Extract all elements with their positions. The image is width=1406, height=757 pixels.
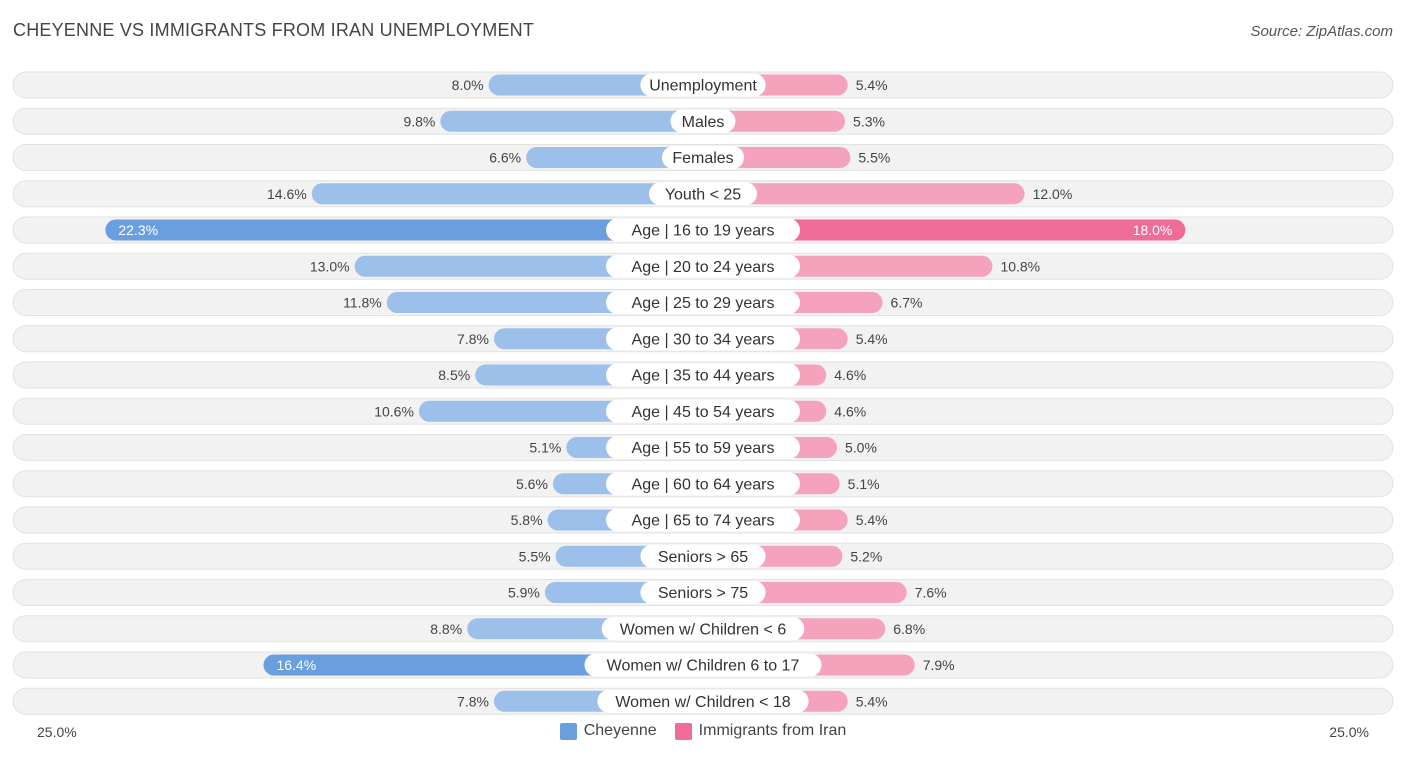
axis-right-label: 25.0% — [1329, 724, 1369, 740]
category-label: Women w/ Children < 6 — [620, 621, 787, 638]
value-label-iran: 5.2% — [850, 548, 882, 564]
value-label-cheyenne: 5.9% — [508, 585, 540, 601]
category-label-pill — [601, 617, 805, 641]
category-label-pill — [606, 508, 800, 532]
category-label-pill — [640, 544, 766, 568]
value-label-iran: 4.6% — [834, 367, 866, 383]
category-label: Seniors > 65 — [658, 549, 748, 566]
category-label: Age | 60 to 64 years — [632, 476, 775, 493]
value-label-iran: 7.6% — [915, 585, 947, 601]
value-label-cheyenne: 10.6% — [374, 403, 414, 419]
value-label-cheyenne: 9.8% — [403, 113, 435, 129]
bar-cheyenne — [311, 183, 703, 205]
value-label-cheyenne: 14.6% — [267, 186, 307, 202]
value-label-iran: 12.0% — [1033, 186, 1073, 202]
category-label-pill — [670, 109, 736, 133]
value-label-iran: 18.0% — [1133, 222, 1173, 238]
value-label-cheyenne: 16.4% — [276, 657, 316, 673]
value-label-cheyenne: 5.8% — [511, 512, 543, 528]
category-label-pill — [584, 653, 822, 677]
category-label: Age | 25 to 29 years — [632, 295, 775, 312]
category-label: Age | 20 to 24 years — [632, 259, 775, 276]
category-label-pill — [606, 399, 800, 423]
category-label: Youth < 25 — [665, 186, 741, 203]
category-label: Seniors > 75 — [658, 585, 748, 602]
value-label-iran: 5.4% — [856, 77, 888, 93]
value-label-iran: 5.4% — [856, 331, 888, 347]
value-label-iran: 5.4% — [856, 512, 888, 528]
bar-cheyenne — [440, 110, 703, 132]
value-label-cheyenne: 7.8% — [457, 693, 489, 709]
category-label-pill — [606, 363, 800, 387]
bar-iran — [703, 110, 846, 132]
value-label-cheyenne: 8.8% — [430, 621, 462, 637]
axis-left-label: 25.0% — [37, 724, 77, 740]
category-label-pill — [606, 218, 800, 242]
legend-label-iran: Immigrants from Iran — [698, 722, 847, 739]
category-label: Age | 55 to 59 years — [632, 440, 775, 457]
category-label: Age | 65 to 74 years — [632, 513, 775, 530]
category-label: Age | 16 to 19 years — [632, 223, 775, 240]
value-label-cheyenne: 7.8% — [457, 331, 489, 347]
value-label-cheyenne: 11.8% — [343, 295, 382, 311]
value-label-iran: 10.8% — [1000, 258, 1040, 274]
value-label-iran: 4.6% — [834, 403, 866, 419]
category-label: Age | 35 to 44 years — [632, 368, 775, 385]
category-label: Women w/ Children < 18 — [615, 694, 790, 711]
value-label-cheyenne: 8.5% — [438, 367, 470, 383]
category-label: Age | 30 to 34 years — [632, 331, 775, 348]
value-label-iran: 5.5% — [858, 150, 890, 166]
chart-title: CHEYENNE VS IMMIGRANTS FROM IRAN UNEMPLO… — [13, 20, 535, 40]
value-label-iran: 6.7% — [891, 295, 923, 311]
category-label-pill — [606, 472, 800, 496]
value-label-iran: 5.4% — [856, 693, 888, 709]
bar-iran — [703, 219, 1186, 241]
legend-label-cheyenne: Cheyenne — [583, 722, 657, 739]
bar-cheyenne — [105, 219, 704, 241]
category-label: Women w/ Children 6 to 17 — [607, 658, 800, 675]
value-label-iran: 5.0% — [845, 440, 877, 456]
category-label-pill — [661, 146, 745, 169]
value-label-iran: 5.3% — [853, 113, 885, 129]
category-label-pill — [597, 689, 809, 713]
category-label: Unemployment — [649, 78, 757, 95]
value-label-iran: 7.9% — [923, 657, 955, 673]
value-label-cheyenne: 5.1% — [529, 440, 561, 456]
value-label-iran: 6.8% — [893, 621, 925, 637]
value-label-cheyenne: 8.0% — [452, 77, 484, 93]
category-label-pill — [606, 436, 800, 459]
legend-swatch-iran — [674, 722, 692, 740]
category-label-pill — [640, 581, 766, 604]
bar-iran — [703, 183, 1025, 205]
category-label-pill — [640, 73, 766, 97]
category-label: Age | 45 to 54 years — [632, 404, 775, 421]
category-label-pill — [606, 291, 800, 314]
value-label-iran: 5.1% — [848, 476, 880, 492]
legend-item-cheyenne[interactable]: Cheyenne — [559, 722, 657, 740]
bar-cheyenne — [526, 147, 703, 168]
legend: Cheyenne Immigrants from Iran — [0, 722, 1406, 740]
category-label-pill — [649, 182, 757, 206]
value-label-cheyenne: 13.0% — [310, 258, 350, 274]
legend-swatch-cheyenne — [559, 722, 577, 740]
source-note: Source: ZipAtlas.com — [1250, 23, 1393, 40]
category-label: Females — [672, 150, 733, 167]
value-label-cheyenne: 22.3% — [118, 222, 158, 238]
category-label-pill — [606, 254, 800, 278]
category-label-pill — [606, 327, 800, 351]
value-label-cheyenne: 5.6% — [516, 476, 548, 492]
category-label: Males — [682, 114, 725, 131]
legend-item-iran[interactable]: Immigrants from Iran — [674, 722, 847, 740]
value-label-cheyenne: 5.5% — [519, 548, 551, 564]
value-label-cheyenne: 6.6% — [489, 150, 521, 166]
